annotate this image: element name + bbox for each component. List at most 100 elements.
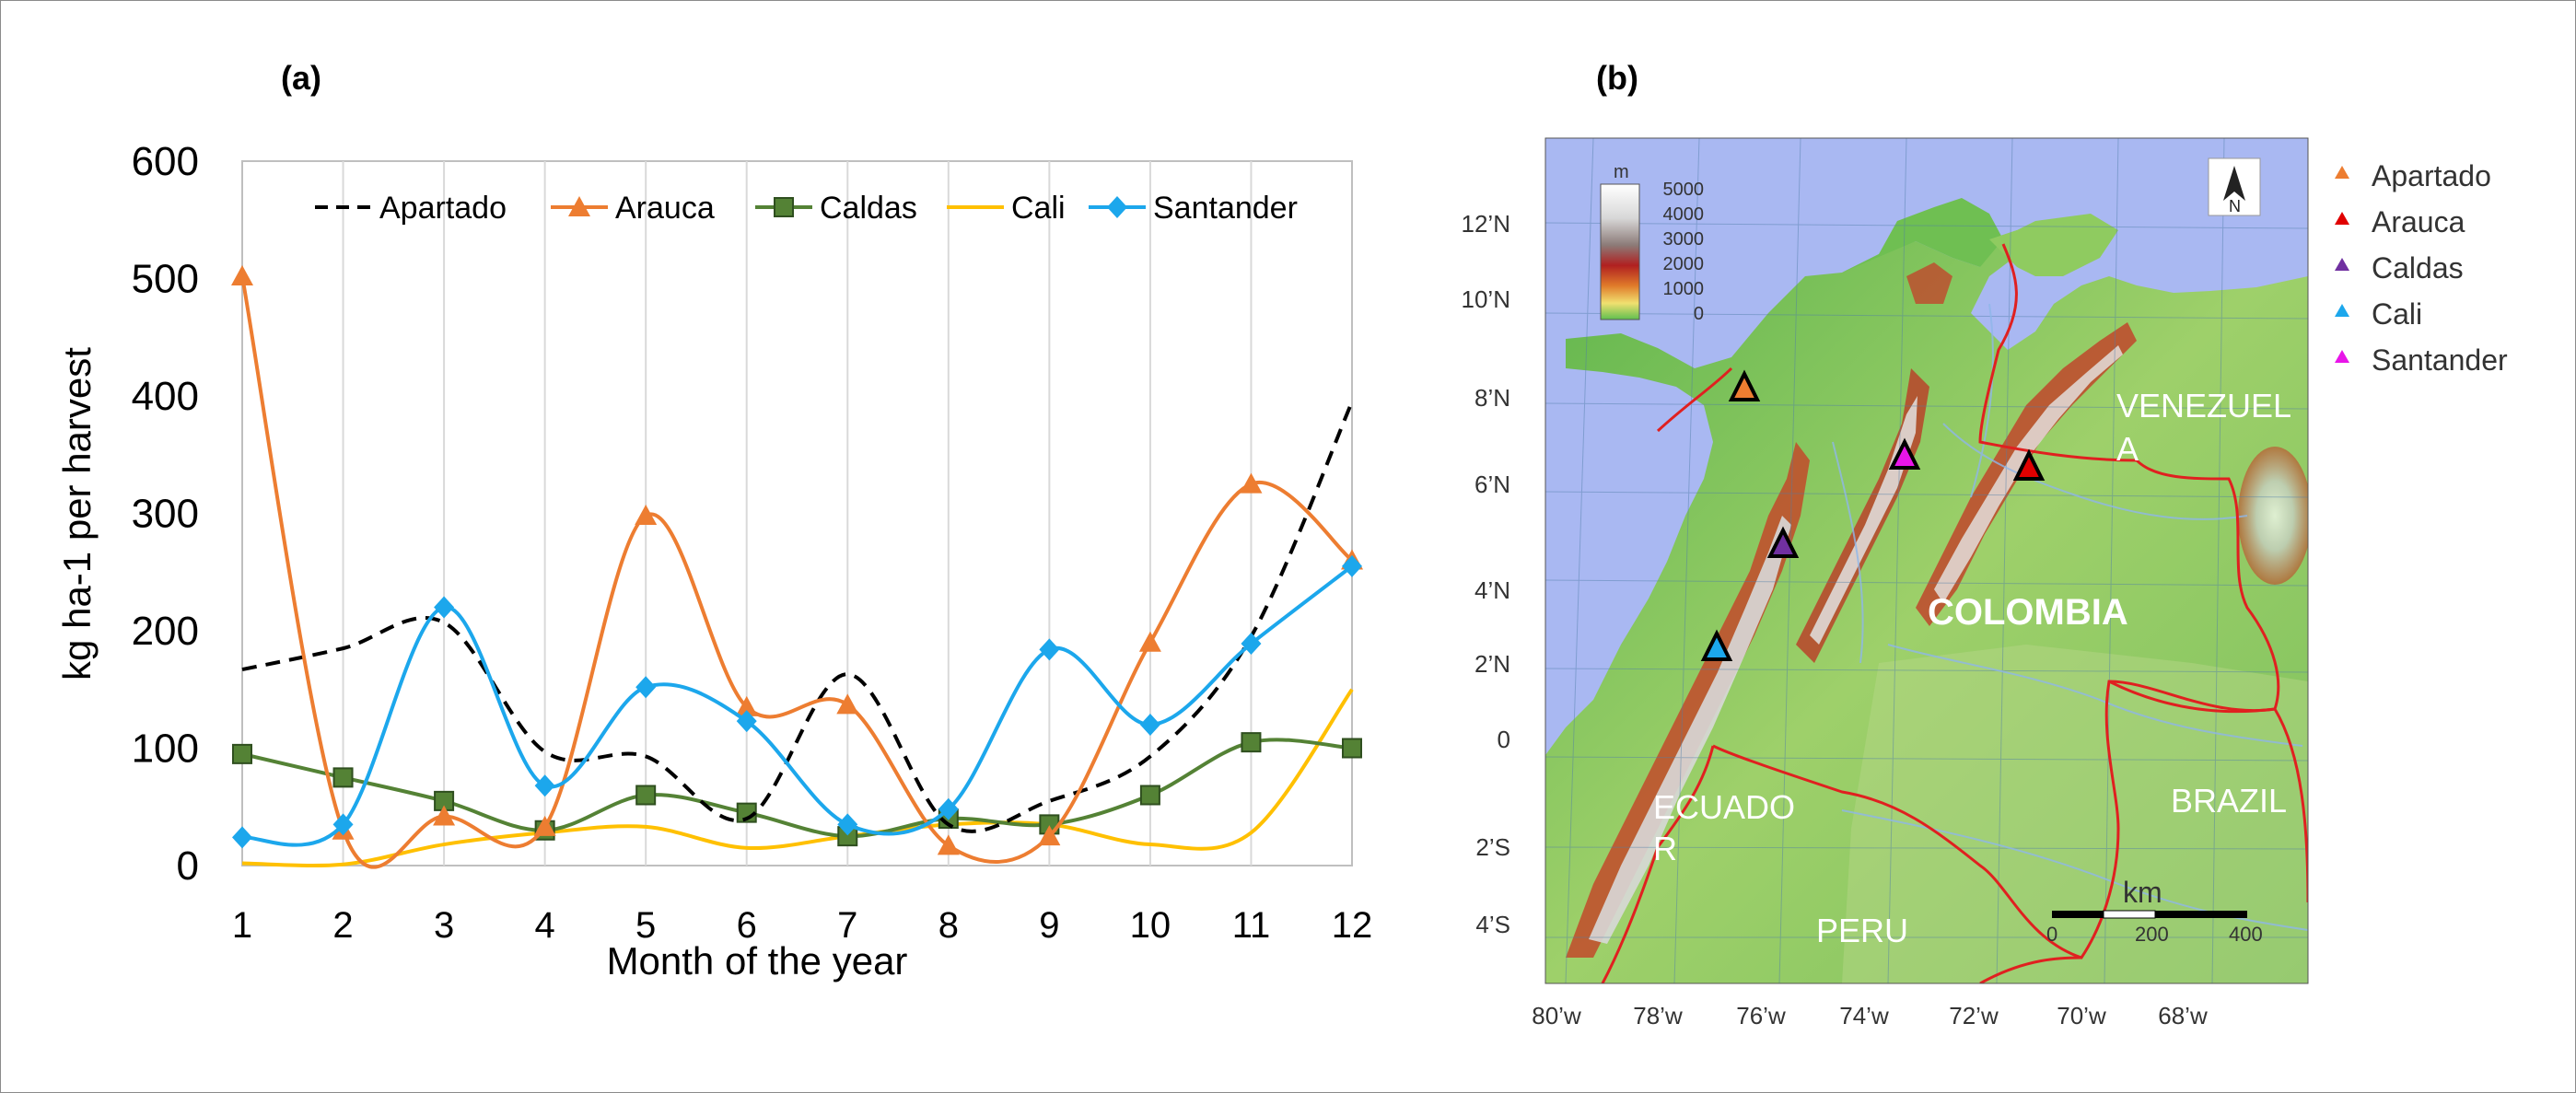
map-rivers (1832, 303, 2308, 931)
data-point-santander (232, 826, 252, 849)
x-tick-label: 2 (332, 905, 353, 946)
y-axis-title: kg ha-1 per harvest (55, 347, 99, 680)
lon-tick-label: 78’w (1633, 1002, 1683, 1029)
scale-bar: km 0 200 400 (2046, 876, 2263, 946)
data-point-santander (434, 596, 455, 619)
site-legend-item-santander: Santander (2335, 343, 2508, 377)
site-legend-marker-apartado (2335, 166, 2349, 179)
map-land-north (1842, 198, 2003, 273)
map-andes-west-snow (1589, 516, 1791, 944)
site-marker-santander (1888, 437, 1921, 470)
site-legend-marker-caldas (2335, 258, 2349, 271)
lat-tick-label: 12’N (1462, 210, 1510, 238)
data-point-caldas (1139, 785, 1160, 806)
x-tick-label: 8 (938, 905, 959, 946)
y-tick-label: 600 (132, 139, 199, 184)
legend-label-apartado: Apartado (379, 191, 507, 226)
data-point-santander (1241, 633, 1262, 656)
data-point-santander (736, 710, 757, 733)
data-point-santander (1342, 554, 1362, 577)
lon-tick-label: 74’w (1839, 1002, 1889, 1029)
data-point-santander (635, 676, 657, 699)
site-legend-item-arauca: Arauca (2335, 205, 2465, 238)
legend-item-santander: Santander (1089, 191, 1298, 226)
map-andes-santa-marta (1906, 262, 1952, 304)
data-point-arauca (735, 695, 758, 716)
site-legend-label-caldas: Caldas (2372, 251, 2464, 285)
chart-legend: Apartado Arauca Caldas Cali Santander (315, 191, 1298, 226)
series-line-apartado (241, 401, 1354, 833)
panel-a-label: (a) (281, 59, 321, 97)
site-markers (1700, 369, 2046, 661)
data-point-caldas (332, 767, 354, 788)
map-border (1544, 137, 2309, 984)
elevation-label: 2000 (1663, 254, 1705, 274)
site-legend-marker-arauca (2335, 212, 2349, 225)
lat-tick-label: 2’N (1474, 650, 1510, 678)
site-legend-label-santander: Santander (2372, 343, 2508, 377)
map-andes-east-snow (1934, 345, 2123, 603)
series-apartado (241, 401, 1354, 833)
y-tick-label: 100 (132, 727, 199, 772)
site-marker-apartado (1728, 369, 1761, 401)
site-legend-marker-santander (2335, 350, 2349, 363)
x-tick-label: 3 (434, 905, 454, 946)
lat-tick-label: 10’N (1462, 285, 1510, 313)
map-lon-ticks: 80’w 78’w 76’w 74’w 72’w 70’w 68’w (1532, 1002, 2208, 1029)
map-lat-ticks: 12’N 10’N 8’N 6’N 4’N 2’N 0 2’S 4’S (1462, 210, 1510, 938)
scale-label-400: 400 (2229, 923, 2263, 946)
y-tick-label: 0 (177, 843, 199, 889)
site-legend-label-cali: Cali (2372, 297, 2422, 331)
data-point-caldas (635, 785, 657, 806)
x-tick-label: 7 (837, 905, 857, 946)
label-colombia: COLOMBIA (1928, 592, 2128, 633)
data-point-arauca (836, 693, 859, 715)
x-tick-label: 6 (737, 905, 757, 946)
scale-label-200: 200 (2135, 923, 2169, 946)
north-arrow: N (2208, 157, 2261, 216)
lat-tick-label: 2’S (1475, 833, 1510, 861)
label-brazil: BRAZIL (2171, 782, 2287, 820)
y-tick-label: 200 (132, 609, 199, 654)
elevation-legend: m 5000 4000 3000 2000 1000 0 (1600, 162, 1705, 324)
legend-marker-santander (1107, 196, 1127, 218)
x-tick-label: 5 (635, 905, 656, 946)
label-ecuador-1: ECUADO (1653, 788, 1795, 826)
data-point-arauca (937, 834, 960, 855)
data-point-arauca (433, 805, 456, 826)
lat-tick-label: 4’S (1475, 911, 1510, 938)
map-andes-central (1796, 368, 1929, 663)
data-point-santander (1139, 714, 1160, 736)
y-tick-label: 400 (132, 374, 199, 419)
lat-tick-label: 4’N (1474, 576, 1510, 604)
x-tick-labels: 1 2 3 4 5 6 7 8 9 10 11 12 (232, 905, 1372, 946)
x-tick-label: 12 (1332, 905, 1373, 946)
map-land-guajira (1989, 214, 2118, 276)
legend-marker-arauca (568, 196, 590, 216)
x-tick-label: 1 (232, 905, 252, 946)
y-tick-label: 500 (132, 257, 199, 302)
elevation-unit: m (1614, 162, 1629, 182)
legend-label-cali: Cali (1011, 191, 1066, 226)
north-arrow-label: N (2229, 197, 2241, 215)
site-marker-arauca (2012, 448, 2046, 481)
y-tick-labels: 0 100 200 300 400 500 600 (132, 139, 199, 889)
x-axis-title: Month of the year (607, 939, 908, 983)
data-point-arauca (231, 264, 253, 285)
data-point-santander (534, 774, 555, 797)
legend-label-arauca: Arauca (615, 191, 715, 226)
elevation-colorbar (1600, 183, 1640, 320)
elevation-label: 4000 (1663, 204, 1705, 225)
elevation-label: 1000 (1663, 279, 1705, 299)
legend-item-caldas: Caldas (755, 191, 917, 226)
scale-unit: km (2123, 876, 2162, 909)
data-point-santander (332, 813, 354, 836)
scale-label-0: 0 (2046, 923, 2057, 946)
map-borders (1601, 243, 2308, 983)
legend-item-arauca: Arauca (551, 191, 715, 226)
data-point-caldas (1342, 738, 1362, 759)
series-santander (232, 554, 1362, 849)
legend-item-apartado: Apartado (315, 191, 507, 226)
